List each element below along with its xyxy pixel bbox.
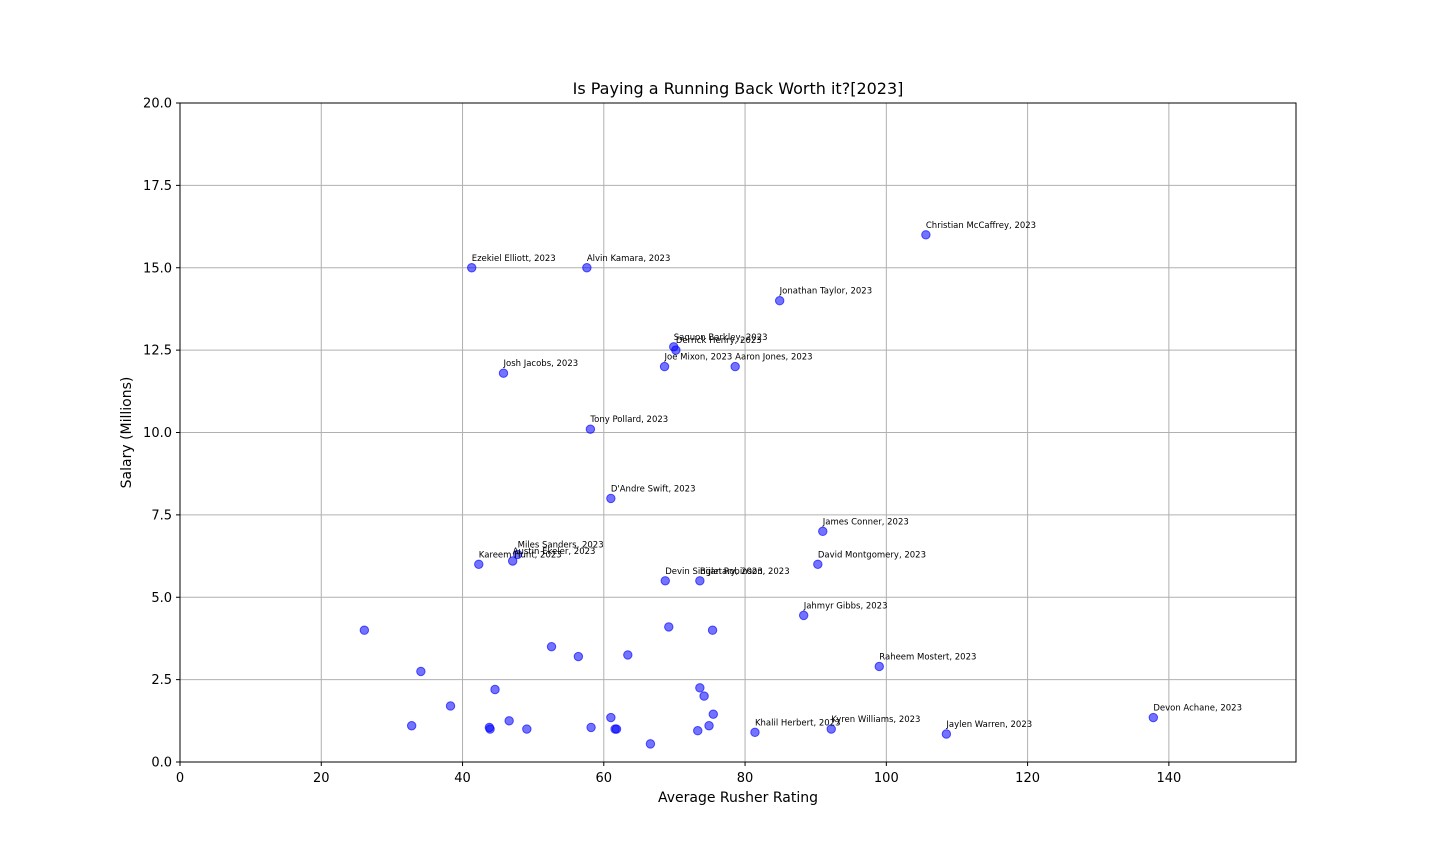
- data-point: [507, 556, 518, 566]
- y-tick-label: 20.0: [143, 97, 172, 112]
- data-point-label: Josh Jacobs, 2023: [502, 359, 578, 369]
- data-point: [485, 724, 495, 734]
- data-point: [645, 739, 656, 749]
- data-point: [874, 661, 884, 672]
- data-point-label: James Conner, 2023: [822, 517, 909, 527]
- data-point-label: Alvin Kamara, 2023: [587, 254, 671, 264]
- data-point: [695, 576, 705, 586]
- data-point: [750, 727, 760, 738]
- x-tick-label: 140: [1156, 771, 1181, 786]
- x-axis-title: Average Rusher Rating: [658, 790, 818, 806]
- data-point-label: Bijan Robinson, 2023: [700, 567, 790, 577]
- y-tick-label: 12.5: [143, 344, 172, 359]
- data-point: [585, 424, 596, 434]
- data-point-label: Jaylen Warren, 2023: [945, 720, 1032, 730]
- data-point: [1148, 712, 1159, 723]
- y-tick-label: 10.0: [143, 426, 172, 441]
- data-point-label: Miles Sanders, 2023: [518, 540, 604, 550]
- data-point: [818, 526, 828, 537]
- data-point-label: Ezekiel Elliott, 2023: [472, 254, 556, 264]
- data-point-label: Jonathan Taylor, 2023: [779, 287, 872, 297]
- data-point: [546, 641, 557, 652]
- data-point: [573, 651, 584, 662]
- data-point: [504, 716, 514, 726]
- data-point: [671, 345, 681, 355]
- data-point: [798, 610, 809, 621]
- data-point: [582, 263, 592, 273]
- point-labels: Christian McCaffrey, 2023 Ezekiel Elliott…: [472, 221, 1242, 730]
- data-point: [826, 724, 836, 734]
- data-point: [707, 625, 718, 635]
- y-tick-label: 2.5: [151, 673, 172, 688]
- data-point: [474, 559, 484, 569]
- data-point-label: Derrick Henry, 2023: [676, 336, 762, 346]
- y-axis-title: Salary (Millions): [119, 377, 135, 489]
- x-tick-label: 120: [1015, 771, 1040, 786]
- data-point-label: Kyren Williams, 2023: [831, 715, 920, 725]
- data-point: [704, 721, 714, 731]
- data-point: [498, 368, 509, 378]
- data-point: [359, 625, 370, 635]
- data-point: [708, 709, 718, 719]
- data-point: [693, 725, 703, 736]
- y-tick-label: 15.0: [143, 261, 172, 276]
- data-point: [659, 361, 670, 372]
- data-point: [813, 559, 823, 569]
- data-point: [406, 721, 417, 731]
- data-point-label: Christian McCaffrey, 2023: [926, 221, 1036, 231]
- data-point: [921, 230, 931, 240]
- data-point-label: Raheem Mostert, 2023: [879, 652, 976, 662]
- data-point: [467, 263, 477, 273]
- data-point: [606, 493, 616, 504]
- data-point-label: Austin Ekeler, 2023: [513, 547, 596, 557]
- data-point: [512, 549, 523, 560]
- x-axis: 0 20 40 60 80 100 120 140: [176, 762, 1181, 786]
- data-point: [416, 666, 426, 677]
- chart-title: Is Paying a Running Back Worth it?[2023]: [573, 79, 904, 98]
- data-point: [490, 684, 500, 695]
- data-point: [774, 296, 785, 306]
- data-point: [664, 622, 674, 632]
- data-point: [445, 701, 456, 711]
- data-point: [660, 576, 670, 586]
- x-tick-label: 80: [737, 771, 754, 786]
- y-tick-label: 0.0: [151, 756, 172, 771]
- data-point-label: D'Andre Swift, 2023: [611, 484, 696, 494]
- y-tick-label: 17.5: [143, 179, 172, 194]
- x-tick-label: 0: [176, 771, 184, 786]
- data-point-label: Joe Mixon, 2023: [664, 353, 733, 363]
- data-points: [359, 230, 1159, 749]
- data-point-label: Khalil Herbert, 2023: [755, 718, 841, 728]
- data-point: [522, 724, 532, 734]
- data-point: [941, 729, 952, 739]
- data-point-label: Kareem Hunt, 2023: [479, 550, 562, 560]
- data-point: [586, 722, 596, 733]
- y-tick-label: 7.5: [151, 508, 172, 523]
- data-point: [695, 683, 705, 693]
- data-point-label: Saquon Barkley, 2023: [674, 333, 768, 343]
- y-axis: 0.0 2.5 5.0 7.5 10.0 12.5 15.0 17.5 20.0: [143, 97, 180, 771]
- data-point-label: Tony Pollard, 2023: [589, 415, 668, 425]
- data-point-label: Devin Singletary, 2023: [665, 567, 763, 577]
- data-point: [699, 691, 709, 701]
- x-tick-label: 100: [874, 771, 899, 786]
- data-point-label: Aaron Jones, 2023: [735, 353, 812, 363]
- data-point-label: David Montgomery, 2023: [818, 550, 926, 560]
- x-tick-label: 40: [454, 771, 471, 786]
- data-point: [730, 361, 740, 372]
- data-point-label: Jahmyr Gibbs, 2023: [803, 601, 888, 611]
- data-point: [611, 724, 622, 734]
- data-point: [606, 712, 616, 723]
- data-point: [623, 650, 633, 660]
- x-tick-label: 60: [596, 771, 613, 786]
- x-tick-label: 20: [313, 771, 330, 786]
- y-tick-label: 5.0: [151, 591, 172, 606]
- data-point-label: Devon Achane, 2023: [1153, 704, 1242, 714]
